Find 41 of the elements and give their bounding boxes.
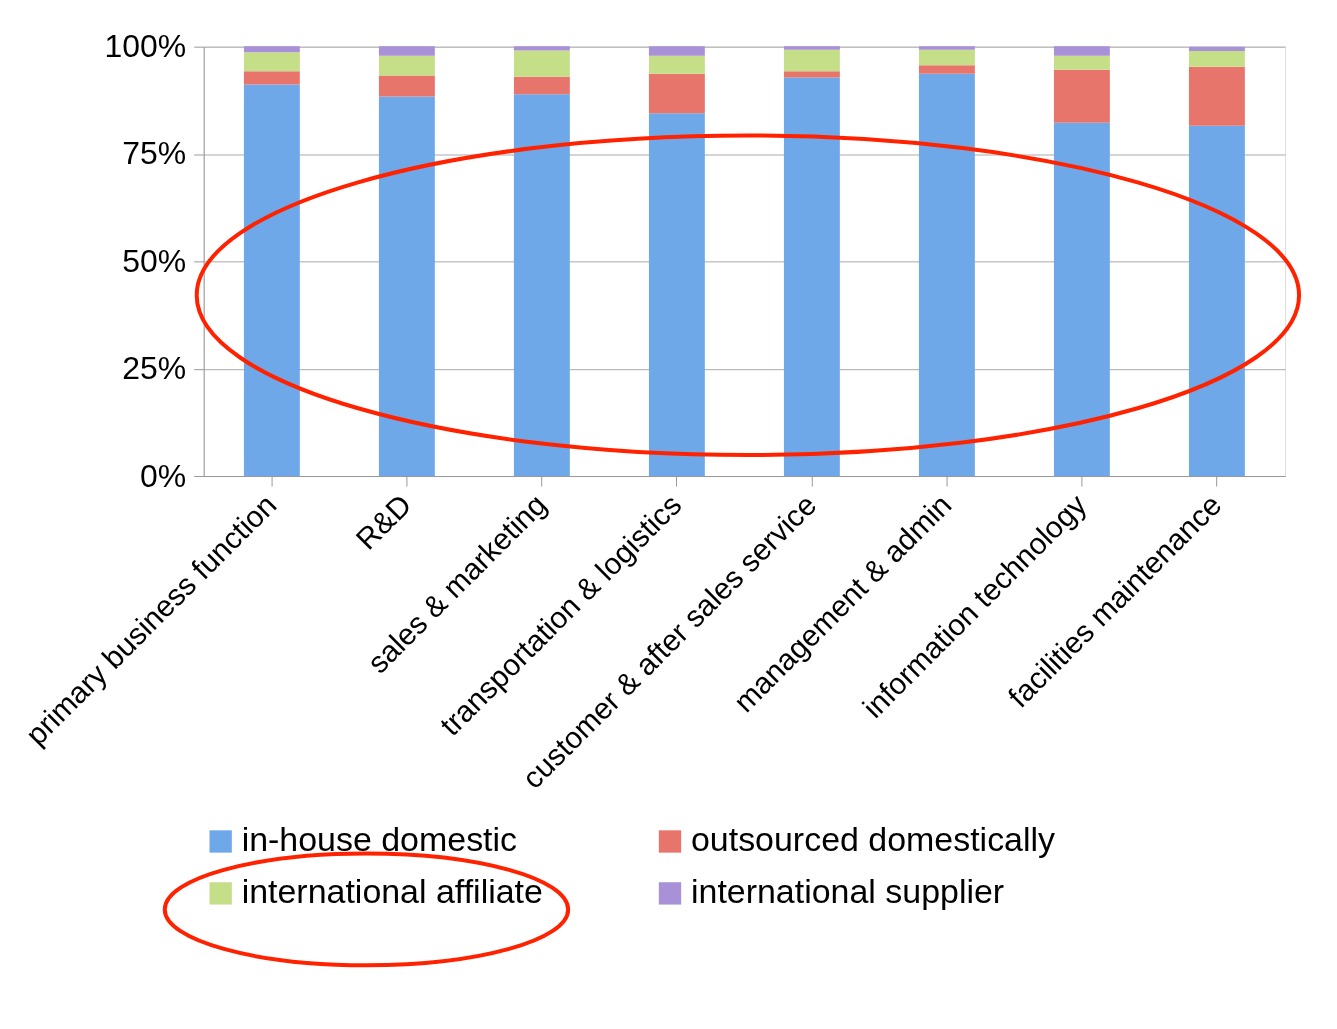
bar [1188,46,1245,51]
bar [378,75,435,97]
bar [513,94,570,477]
bar [918,46,975,50]
bar [1188,66,1245,126]
bar [918,65,975,74]
bar [1053,69,1110,123]
bar [1053,46,1110,56]
bar [378,46,435,56]
bar [243,84,300,477]
bar [648,55,705,74]
bar [243,71,300,85]
bar [783,49,840,72]
bar [783,71,840,78]
legend-label: international affiliate [241,872,543,911]
bar [513,76,570,95]
bar [1053,122,1110,477]
y-tick-label: 75% [122,135,187,172]
bar [513,46,570,51]
bar [243,46,300,53]
legend-label: in-house domestic [241,820,518,859]
bar [783,77,840,477]
y-tick-label: 25% [122,350,187,387]
bar [1188,50,1245,67]
bar [648,73,705,114]
bar [648,113,705,477]
legend-label: outsourced domestically [690,820,1056,859]
bar [1188,125,1245,477]
bar [918,49,975,66]
bar [378,55,435,76]
bar [1053,55,1110,70]
bar [513,50,570,77]
bar [648,46,705,56]
legend-label: international supplier [690,872,1005,911]
bar [918,73,975,477]
bar [243,52,300,72]
y-tick-label: 50% [122,242,187,279]
bar [378,96,435,477]
y-tick-label: 0% [140,457,187,494]
y-tick-label: 100% [104,28,187,65]
bar [783,46,840,50]
